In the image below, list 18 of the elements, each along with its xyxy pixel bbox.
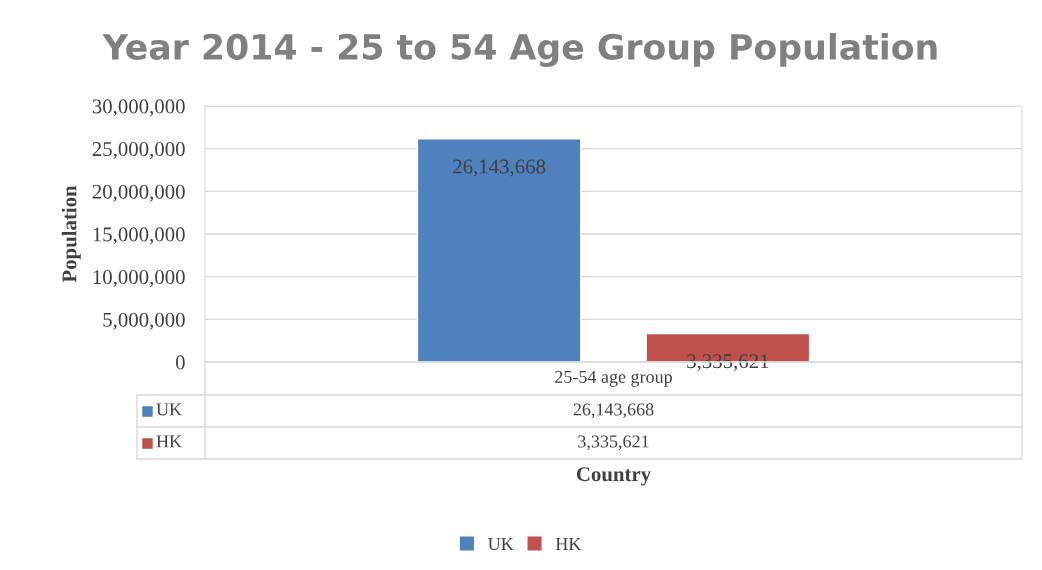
y-tick-label: 15,000,000	[93, 227, 185, 245]
chart-title: Year 2014 - 25 to 54 Age Group Population	[102, 33, 937, 67]
x-axis-title: Country	[576, 467, 651, 486]
x-tick-label: 25-54 age group	[555, 370, 672, 387]
data-label: 26,143,668	[453, 159, 546, 177]
y-tick-label: 10,000,000	[93, 270, 185, 288]
y-tick-label: 0	[175, 355, 185, 370]
legend-label: HK	[555, 538, 582, 550]
text: 26,143,668	[573, 403, 654, 419]
legend-label: UK	[488, 538, 514, 551]
y-tick-label: 20,000,000	[92, 184, 185, 202]
text: HK	[156, 435, 182, 448]
text: UK	[156, 403, 182, 416]
text: 3,335,621	[578, 435, 649, 451]
y-tick-label: 25,000,000	[92, 142, 185, 160]
y-axis-title: Population	[61, 185, 81, 283]
y-tick-label: 5,000,000	[103, 312, 185, 330]
y-tick-label: 30,000,000	[92, 99, 185, 117]
